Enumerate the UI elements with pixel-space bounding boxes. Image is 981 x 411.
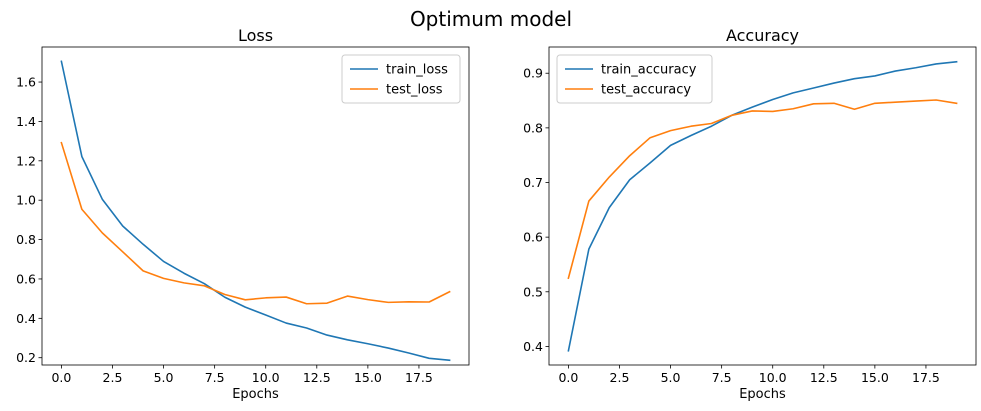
figure-suptitle: Optimum model xyxy=(410,7,572,31)
loss-ytick-label: 0.4 xyxy=(16,311,36,326)
accuracy-axes-frame xyxy=(548,46,977,366)
loss-legend: train_loss test_loss xyxy=(341,54,461,104)
accuracy-ytick-label: 0.4 xyxy=(523,339,543,354)
loss-xtick-label: 15.0 xyxy=(354,370,382,385)
loss-legend-box xyxy=(341,54,461,104)
loss-ytick-label: 0.8 xyxy=(16,232,36,247)
accuracy-ytick-label: 0.7 xyxy=(523,175,543,190)
accuracy-legend: train_accuracy test_accuracy xyxy=(556,54,713,104)
accuracy-xtick-label: 5.0 xyxy=(661,370,681,385)
accuracy-xtick-label: 7.5 xyxy=(712,370,732,385)
loss-xtick-label: 17.5 xyxy=(405,370,433,385)
accuracy-subplot: Accuracy 0.0 2.5 5.0 7.5 10.0 12.5 15.0 17.5 0.4 0… xyxy=(523,26,977,402)
accuracy-title: Accuracy xyxy=(726,26,799,45)
loss-ytick-label: 1.4 xyxy=(16,114,36,129)
accuracy-xtick-label: 15.0 xyxy=(861,370,889,385)
loss-train-loss-line xyxy=(60,60,451,362)
loss-xtick-label: 7.5 xyxy=(205,370,225,385)
loss-ytick-label: 0.2 xyxy=(16,350,36,365)
loss-ytick-label: 0.6 xyxy=(16,271,36,286)
accuracy-xlabel: Epochs xyxy=(739,387,786,402)
accuracy-legend-box xyxy=(556,54,713,104)
accuracy-test-accuracy-line xyxy=(567,99,958,280)
accuracy-xtick-label: 2.5 xyxy=(610,370,630,385)
accuracy-ytick-label: 0.8 xyxy=(523,120,543,135)
loss-title: Loss xyxy=(238,26,273,45)
loss-ytick-label: 1.0 xyxy=(16,193,36,208)
loss-xtick-label: 12.5 xyxy=(303,370,331,385)
loss-axes-frame xyxy=(41,46,470,366)
loss-ytick-label: 1.2 xyxy=(16,153,36,168)
accuracy-train-accuracy-line xyxy=(567,60,958,352)
loss-legend-label-test-loss: test_loss xyxy=(386,83,443,98)
accuracy-legend-label-test-accuracy: test_accuracy xyxy=(601,83,691,98)
loss-xlabel: Epochs xyxy=(232,387,279,402)
accuracy-ytick-label: 0.6 xyxy=(523,230,543,245)
loss-xtick-label: 5.0 xyxy=(154,370,174,385)
loss-xtick-label: 10.0 xyxy=(252,370,280,385)
accuracy-ytick-label: 0.5 xyxy=(523,284,543,299)
loss-subplot: Loss 0.0 2.5 5.0 7.5 10.0 12.5 15.0 17.5 0.2 0.4 0.… xyxy=(16,26,470,402)
loss-test-loss-line xyxy=(60,141,451,305)
accuracy-xtick-label: 17.5 xyxy=(912,370,940,385)
accuracy-xtick-label: 12.5 xyxy=(810,370,838,385)
loss-ytick-label: 1.6 xyxy=(16,75,36,90)
loss-legend-label-train-loss: train_loss xyxy=(386,63,448,78)
loss-xtick-label: 0.0 xyxy=(51,370,71,385)
accuracy-ytick-label: 0.9 xyxy=(523,66,543,81)
accuracy-xtick-label: 10.0 xyxy=(759,370,787,385)
loss-xtick-label: 2.5 xyxy=(103,370,123,385)
accuracy-xtick-label: 0.0 xyxy=(558,370,578,385)
accuracy-legend-label-train-accuracy: train_accuracy xyxy=(601,63,697,78)
